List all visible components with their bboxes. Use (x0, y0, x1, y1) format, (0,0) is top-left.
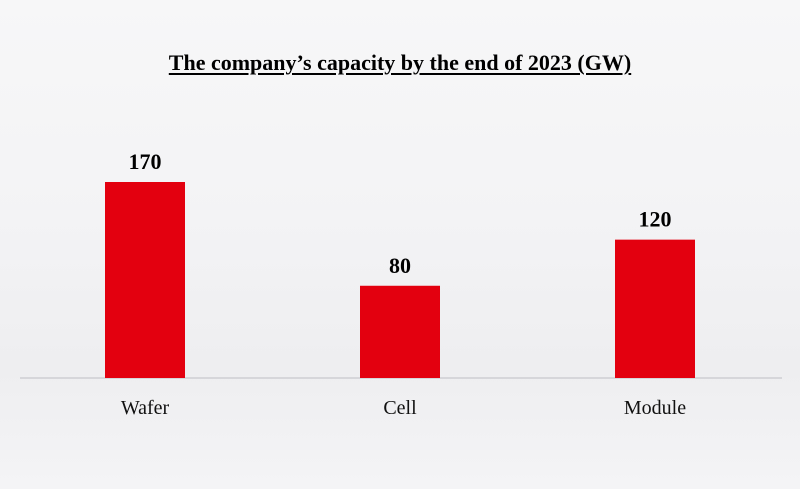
category-label-module: Module (624, 397, 686, 419)
bars-group: 170 Wafer 80 Cell 120 Module (105, 149, 695, 419)
category-label-cell: Cell (383, 397, 417, 419)
data-label-wafer: 170 (129, 149, 162, 174)
bar-wafer (105, 182, 185, 378)
bar-module (615, 239, 695, 378)
chart-title: The company’s capacity by the end of 202… (168, 50, 632, 75)
bar-cell (360, 285, 440, 378)
category-label-wafer: Wafer (121, 397, 170, 419)
data-label-module: 120 (639, 207, 672, 232)
data-label-cell: 80 (389, 253, 411, 278)
